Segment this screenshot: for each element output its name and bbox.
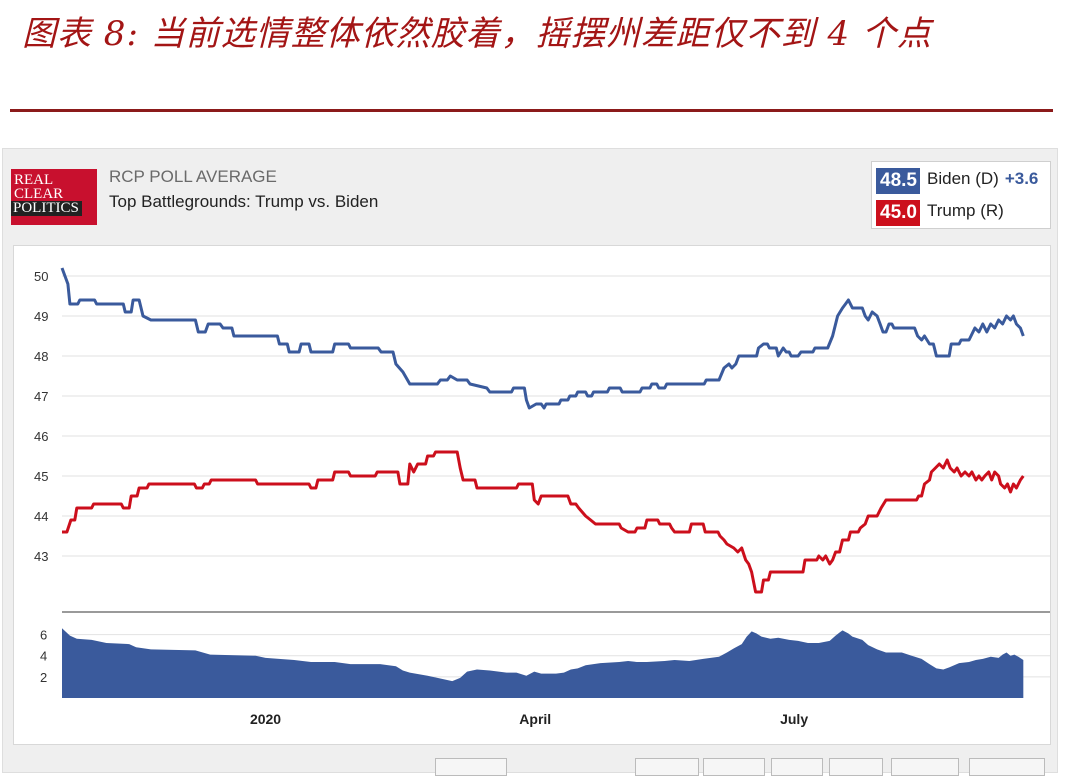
toolbar-button-6[interactable] <box>891 758 959 776</box>
toolbar-button-1[interactable] <box>435 758 507 776</box>
toolbar-button-5[interactable] <box>829 758 883 776</box>
legend: 48.5 Biden (D) +3.6 45.0 Trump (R) <box>871 161 1051 229</box>
logo-line-1: REAL <box>14 172 54 188</box>
toolbar-button-7[interactable] <box>969 758 1045 776</box>
legend-row-biden[interactable]: 48.5 Biden (D) +3.6 <box>876 166 1048 196</box>
y-tick-label: 45 <box>34 469 48 484</box>
y-tick-label: 49 <box>34 309 48 324</box>
x-tick-label: April <box>519 711 551 727</box>
trump-line <box>62 450 1025 594</box>
x-tick-label: July <box>780 711 808 727</box>
logo-line-3: POLITICS <box>11 201 82 216</box>
biden-line <box>60 267 1025 410</box>
y-tick-label: 43 <box>34 549 48 564</box>
toolbar-button-3[interactable] <box>703 758 765 776</box>
x-tick-label: 2020 <box>250 711 281 727</box>
trump-name: Trump (R) <box>927 201 1004 220</box>
spread-tick-label: 6 <box>40 628 47 643</box>
y-tick-label: 44 <box>34 509 48 524</box>
y-tick-label: 48 <box>34 349 48 364</box>
chart-area: 43 44 45 46 47 48 49 50 2 4 6 2020 April July <box>13 245 1051 745</box>
figure-title: 图表 8: 当前选情整体依然胶着，摇摆州差距仅不到 4 个点 <box>22 14 932 54</box>
biden-name: Biden (D) <box>927 169 999 188</box>
rcp-poll-panel: REAL CLEAR POLITICS RCP POLL AVERAGE Top… <box>2 148 1058 776</box>
range-toolbar <box>3 754 1057 776</box>
chart-subtitle: Top Battlegrounds: Trump vs. Biden <box>109 192 379 211</box>
spread-area <box>62 628 1024 698</box>
realclearpolitics-logo[interactable]: REAL CLEAR POLITICS <box>11 169 97 225</box>
spread-tick-label: 2 <box>40 670 47 685</box>
toolbar-button-4[interactable] <box>771 758 823 776</box>
trump-legend-label: Trump (R) <box>927 201 1004 221</box>
logo-line-2: CLEAR <box>14 186 64 202</box>
biden-legend-label: Biden (D) +3.6 <box>927 169 1038 189</box>
trump-value-badge: 45.0 <box>876 200 920 226</box>
spread-tick-label: 4 <box>40 649 47 664</box>
poll-average-kicker: RCP POLL AVERAGE <box>109 167 277 186</box>
biden-spread: +3.6 <box>1004 169 1039 188</box>
y-tick-label: 47 <box>34 389 48 404</box>
legend-row-trump[interactable]: 45.0 Trump (R) <box>876 198 1048 228</box>
toolbar-button-2[interactable] <box>635 758 699 776</box>
biden-value-badge: 48.5 <box>876 168 920 194</box>
title-rule <box>10 109 1053 112</box>
y-tick-label: 50 <box>34 269 48 284</box>
y-tick-label: 46 <box>34 429 48 444</box>
